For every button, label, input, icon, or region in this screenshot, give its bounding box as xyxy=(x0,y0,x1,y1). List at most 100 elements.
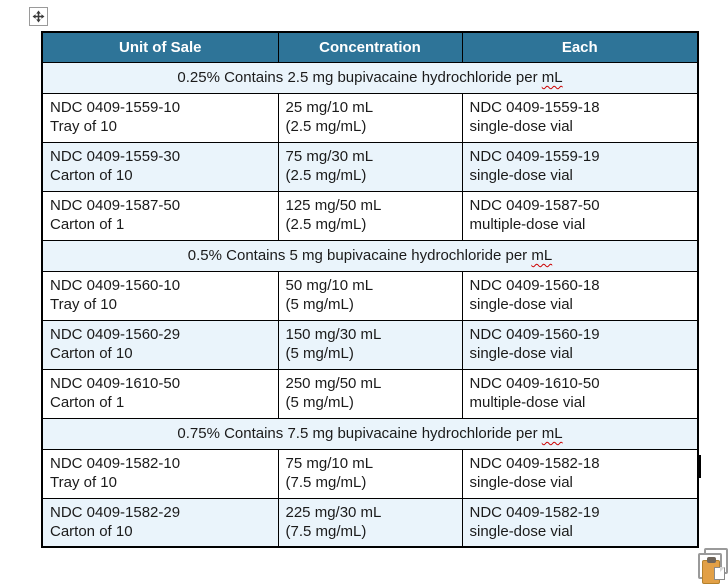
ndc-code: NDC 0409-1560-18 xyxy=(469,276,600,294)
pack-type: Carton of 10 xyxy=(50,344,133,362)
strength: 25 mg/10 mL xyxy=(285,98,374,116)
strength-per-ml: (2.5 mg/mL) xyxy=(285,215,367,233)
unit-of-sale-table: Unit of Sale Concentration Each 0.25% Co… xyxy=(41,31,699,548)
vial-type: single-dose vial xyxy=(469,522,573,540)
move-icon xyxy=(32,10,45,23)
ndc-code: NDC 0409-1582-29 xyxy=(50,503,181,521)
page-fold-icon xyxy=(720,567,725,572)
vial-type: single-dose vial xyxy=(469,166,573,184)
cell-each[interactable]: NDC 0409-1560-18 single-dose vial xyxy=(461,270,699,321)
ndc-code: NDC 0409-1582-18 xyxy=(469,454,600,472)
table-row: NDC 0409-1559-30 Carton of 10 75 mg/30 mL… xyxy=(41,141,699,192)
column-header-concentration[interactable]: Concentration xyxy=(277,31,463,63)
column-header-unit-of-sale[interactable]: Unit of Sale xyxy=(41,31,279,63)
ndc-code: NDC 0409-1587-50 xyxy=(469,196,600,214)
paste-options-button[interactable] xyxy=(693,548,728,588)
strength-per-ml: (5 mg/mL) xyxy=(285,344,354,362)
vial-type: multiple-dose vial xyxy=(469,393,586,411)
vial-type: single-dose vial xyxy=(469,117,573,135)
ndc-code: NDC 0409-1560-19 xyxy=(469,325,600,343)
table-row: NDC 0409-1582-29 Carton of 10 225 mg/30 m… xyxy=(41,497,699,548)
column-header-each[interactable]: Each xyxy=(461,31,699,63)
ndc-code: NDC 0409-1559-10 xyxy=(50,98,181,116)
cell-unit-of-sale[interactable]: NDC 0409-1560-29 Carton of 10 xyxy=(41,319,279,370)
pack-type: Carton of 10 xyxy=(50,166,133,184)
table-row: NDC 0409-1582-10 Tray of 10 75 mg/10 mL (7… xyxy=(41,448,699,499)
spellcheck-flagged-word: mL xyxy=(531,247,553,264)
table-row: NDC 0409-1560-10 Tray of 10 50 mg/10 mL (5… xyxy=(41,270,699,321)
cell-concentration[interactable]: 50 mg/10 mL (5 mg/mL) xyxy=(277,270,463,321)
table-move-handle[interactable] xyxy=(29,7,48,26)
pack-type: Carton of 1 xyxy=(50,393,125,411)
pack-type: Tray of 10 xyxy=(50,295,117,313)
ndc-code: NDC 0409-1559-30 xyxy=(50,147,181,165)
strength: 225 mg/30 mL xyxy=(285,503,382,521)
ndc-code: NDC 0409-1560-10 xyxy=(50,276,181,294)
cell-concentration[interactable]: 150 mg/30 mL (5 mg/mL) xyxy=(277,319,463,370)
cell-each[interactable]: NDC 0409-1559-19 single-dose vial xyxy=(461,141,699,192)
strength: 250 mg/50 mL xyxy=(285,374,382,392)
strength-per-ml: (7.5 mg/mL) xyxy=(285,473,367,491)
cell-unit-of-sale[interactable]: NDC 0409-1559-10 Tray of 10 xyxy=(41,92,279,143)
text-cursor xyxy=(699,455,701,478)
cell-concentration[interactable]: 250 mg/50 mL (5 mg/mL) xyxy=(277,368,463,419)
strength: 150 mg/30 mL xyxy=(285,325,382,343)
cell-each[interactable]: NDC 0409-1582-19 single-dose vial xyxy=(461,497,699,548)
ndc-code: NDC 0409-1582-10 xyxy=(50,454,181,472)
ndc-code: NDC 0409-1587-50 xyxy=(50,196,181,214)
section-title-text: 0.5% Contains 5 mg bupivacaine hydrochlo… xyxy=(187,247,532,264)
strength: 50 mg/10 mL xyxy=(285,276,374,294)
strength: 75 mg/10 mL xyxy=(285,454,374,472)
section-row-0.5pct: 0.5% Contains 5 mg bupivacaine hydrochlo… xyxy=(41,239,699,272)
vial-type: multiple-dose vial xyxy=(469,215,586,233)
section-title-0.5pct[interactable]: 0.5% Contains 5 mg bupivacaine hydrochlo… xyxy=(41,239,699,272)
pack-type: Carton of 1 xyxy=(50,215,125,233)
strength-per-ml: (2.5 mg/mL) xyxy=(285,117,367,135)
section-title-0.25pct[interactable]: 0.25% Contains 2.5 mg bupivacaine hydroc… xyxy=(41,61,699,94)
pack-type: Tray of 10 xyxy=(50,473,117,491)
strength-per-ml: (5 mg/mL) xyxy=(285,295,354,313)
cell-unit-of-sale[interactable]: NDC 0409-1559-30 Carton of 10 xyxy=(41,141,279,192)
cell-each[interactable]: NDC 0409-1559-18 single-dose vial xyxy=(461,92,699,143)
cell-each[interactable]: NDC 0409-1582-18 single-dose vial xyxy=(461,448,699,499)
table-row: NDC 0409-1610-50 Carton of 1 250 mg/50 mL… xyxy=(41,368,699,419)
table-row: NDC 0409-1587-50 Carton of 1 125 mg/50 mL… xyxy=(41,190,699,241)
cell-each[interactable]: NDC 0409-1587-50 multiple-dose vial xyxy=(461,190,699,241)
vial-type: single-dose vial xyxy=(469,473,573,491)
table-row: NDC 0409-1560-29 Carton of 10 150 mg/30 m… xyxy=(41,319,699,370)
strength-per-ml: (7.5 mg/mL) xyxy=(285,522,367,540)
table-row: NDC 0409-1559-10 Tray of 10 25 mg/10 mL (2… xyxy=(41,92,699,143)
vial-type: single-dose vial xyxy=(469,344,573,362)
vial-type: single-dose vial xyxy=(469,295,573,313)
cell-unit-of-sale[interactable]: NDC 0409-1582-29 Carton of 10 xyxy=(41,497,279,548)
clipboard-clip-icon xyxy=(707,557,716,563)
cell-unit-of-sale[interactable]: NDC 0409-1587-50 Carton of 1 xyxy=(41,190,279,241)
cell-concentration[interactable]: 75 mg/30 mL (2.5 mg/mL) xyxy=(277,141,463,192)
cell-each[interactable]: NDC 0409-1560-19 single-dose vial xyxy=(461,319,699,370)
section-row-0.75pct: 0.75% Contains 7.5 mg bupivacaine hydroc… xyxy=(41,417,699,450)
spellcheck-flagged-word: mL xyxy=(541,69,563,86)
pack-type: Carton of 10 xyxy=(50,522,133,540)
strength: 75 mg/30 mL xyxy=(285,147,374,165)
cell-unit-of-sale[interactable]: NDC 0409-1560-10 Tray of 10 xyxy=(41,270,279,321)
table-header-row: Unit of Sale Concentration Each xyxy=(41,31,699,63)
cell-concentration[interactable]: 225 mg/30 mL (7.5 mg/mL) xyxy=(277,497,463,548)
cell-concentration[interactable]: 125 mg/50 mL (2.5 mg/mL) xyxy=(277,190,463,241)
cell-concentration[interactable]: 75 mg/10 mL (7.5 mg/mL) xyxy=(277,448,463,499)
section-row-0.25pct: 0.25% Contains 2.5 mg bupivacaine hydroc… xyxy=(41,61,699,94)
pack-type: Tray of 10 xyxy=(50,117,117,135)
ndc-code: NDC 0409-1559-19 xyxy=(469,147,600,165)
spellcheck-flagged-word: mL xyxy=(541,425,563,442)
strength-per-ml: (2.5 mg/mL) xyxy=(285,166,367,184)
cell-unit-of-sale[interactable]: NDC 0409-1610-50 Carton of 1 xyxy=(41,368,279,419)
section-title-0.75pct[interactable]: 0.75% Contains 7.5 mg bupivacaine hydroc… xyxy=(41,417,699,450)
ndc-code: NDC 0409-1610-50 xyxy=(50,374,181,392)
strength: 125 mg/50 mL xyxy=(285,196,382,214)
cell-unit-of-sale[interactable]: NDC 0409-1582-10 Tray of 10 xyxy=(41,448,279,499)
section-title-text: 0.25% Contains 2.5 mg bupivacaine hydroc… xyxy=(177,69,542,86)
cell-concentration[interactable]: 25 mg/10 mL (2.5 mg/mL) xyxy=(277,92,463,143)
ndc-code: NDC 0409-1560-29 xyxy=(50,325,181,343)
cell-each[interactable]: NDC 0409-1610-50 multiple-dose vial xyxy=(461,368,699,419)
section-title-text: 0.75% Contains 7.5 mg bupivacaine hydroc… xyxy=(177,425,542,442)
ndc-code: NDC 0409-1582-19 xyxy=(469,503,600,521)
